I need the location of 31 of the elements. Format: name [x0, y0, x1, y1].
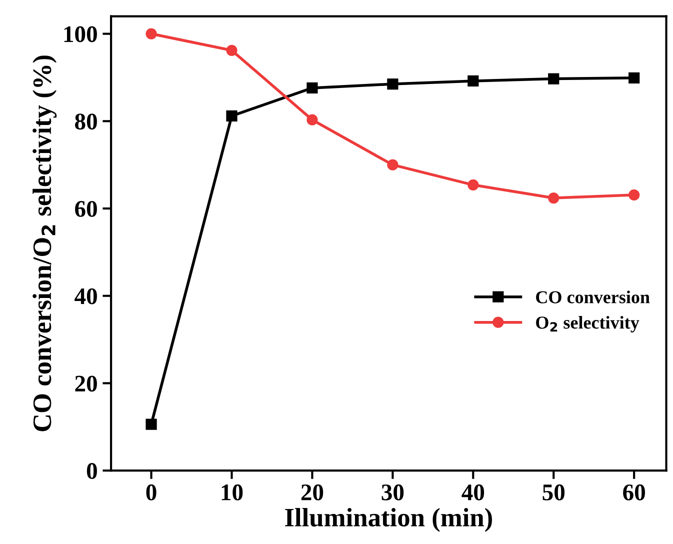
y-tick-label: 20 — [75, 376, 97, 392]
point — [226, 110, 238, 122]
point — [306, 114, 318, 126]
x-tick-label: 60 — [623, 484, 645, 500]
x-tick-label: 50 — [542, 484, 565, 500]
point — [387, 159, 398, 170]
x-tick-label: 20 — [301, 484, 324, 500]
point — [226, 44, 238, 56]
point — [468, 75, 479, 87]
point — [146, 28, 157, 40]
y-tick-label: 60 — [75, 200, 97, 217]
x-tick-label: 0 — [146, 484, 156, 500]
x-tick-label: 10 — [222, 484, 243, 500]
point — [548, 73, 560, 84]
legend-label: CO conversion — [536, 290, 650, 304]
point — [628, 189, 640, 201]
y-tick-label: 100 — [64, 26, 97, 42]
point — [468, 179, 479, 190]
legend-label: O$_{2}$ selectivity — [536, 316, 640, 332]
point — [548, 192, 560, 204]
point — [146, 418, 157, 430]
x-tick-label: 30 — [382, 484, 404, 500]
x-tick-label: 40 — [462, 484, 484, 500]
y-tick-label: 80 — [75, 114, 97, 130]
point — [387, 78, 398, 90]
x-axis-title: Illumination (min) — [285, 508, 492, 532]
y-axis-title: CO conversion/O$_{2}$ selectivity (%) — [32, 56, 57, 432]
y-tick-label: 0 — [86, 463, 97, 479]
point — [306, 82, 318, 94]
point — [628, 72, 640, 84]
y-tick-label: 40 — [74, 288, 97, 304]
